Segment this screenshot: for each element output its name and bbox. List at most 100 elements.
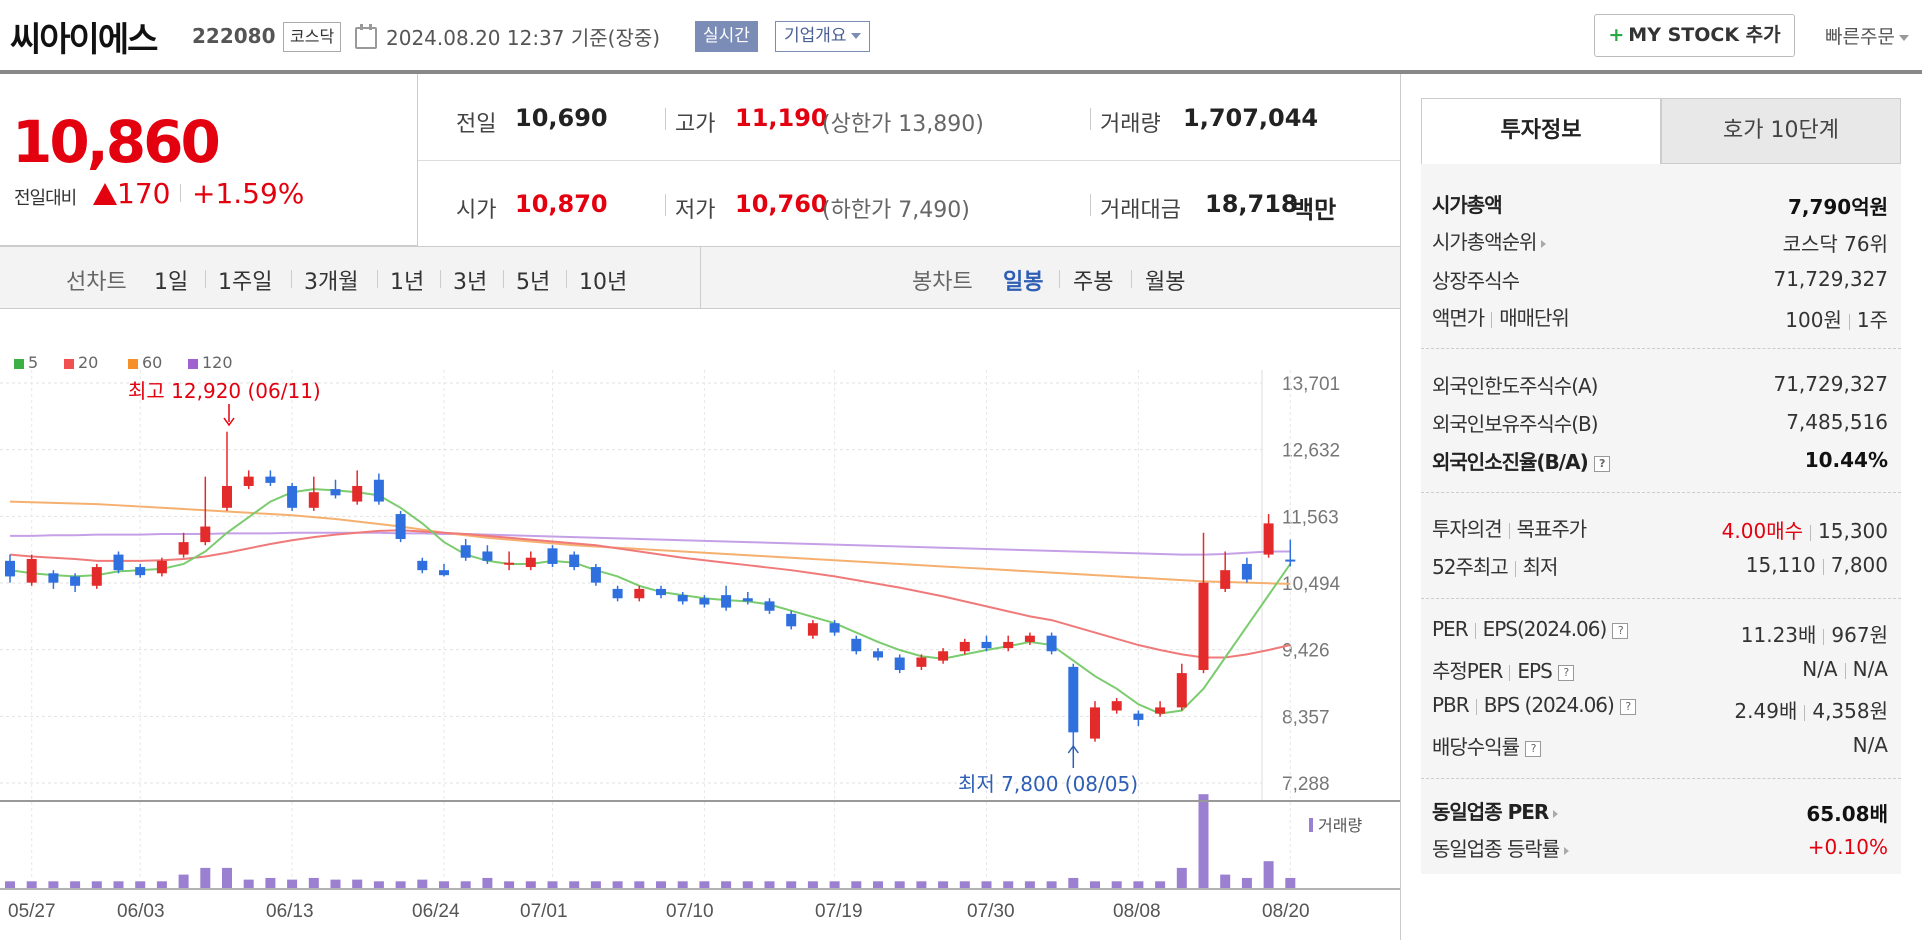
tab-10year[interactable]: 10년	[579, 270, 628, 295]
cap-rank-link[interactable]: 시가총액순위	[1432, 226, 1547, 255]
candle-body	[265, 476, 276, 483]
candle-body	[525, 557, 536, 568]
divider	[377, 270, 378, 288]
candle-body	[1220, 570, 1231, 589]
shares-value: 71,729,327	[1773, 267, 1888, 291]
x-tick-label: 07/01	[520, 901, 568, 922]
y-tick-label: 9,426	[1282, 641, 1330, 662]
add-mystock-button[interactable]: + MY STOCK 추가	[1594, 14, 1795, 57]
candle-body	[373, 479, 384, 502]
help-icon[interactable]: ?	[1612, 622, 1629, 639]
quote-datetime: 2024.08.20 12:37 기준(장중)	[386, 26, 661, 50]
est-per-value: N/A	[1802, 657, 1838, 681]
tab-invest-info[interactable]: 투자정보	[1421, 98, 1661, 164]
tab-5year[interactable]: 5년	[516, 270, 551, 295]
volume-bar	[308, 877, 319, 888]
legend-label: 60	[142, 353, 163, 372]
eps-label: EPS(2024.06)	[1482, 617, 1608, 641]
candle-body	[721, 595, 732, 608]
volume-bar	[439, 881, 449, 888]
w52-low-label: 최저	[1522, 555, 1559, 579]
tab-daily[interactable]: 일봉	[1003, 270, 1044, 295]
candle-body	[504, 562, 515, 565]
volume-bar	[200, 867, 211, 888]
tab-monthly[interactable]: 월봉	[1145, 270, 1186, 295]
candle-body	[764, 601, 775, 611]
volume-bar	[1003, 881, 1014, 888]
candle-body	[330, 489, 341, 496]
market-cap-label: 시가총액	[1432, 193, 1503, 217]
par-value: 100원	[1785, 308, 1842, 332]
pbr-value: 2.49배	[1734, 699, 1798, 723]
tab-weekly[interactable]: 주봉	[1073, 270, 1114, 295]
stock-code: 222080	[192, 24, 276, 48]
ind-per-link[interactable]: 동일업종 PER	[1432, 796, 1559, 825]
price-chart[interactable]: 13,701 12,632 11,563 10,494 9,426 8,357 7,288 최…	[0, 370, 1400, 940]
volume-bar	[1024, 881, 1035, 888]
tab-1week[interactable]: 1주일	[218, 270, 273, 295]
divider	[1090, 108, 1091, 130]
bps-label: BPS (2024.06)	[1483, 693, 1615, 717]
divider	[1090, 194, 1091, 216]
tab-orderbook[interactable]: 호가 10단계	[1661, 98, 1901, 164]
quick-order-dropdown[interactable]: 빠른주문	[1825, 22, 1909, 49]
per-value: 11.23배	[1740, 623, 1817, 647]
candle-body	[1241, 563, 1252, 580]
prev-close-label: 전일	[456, 112, 497, 137]
help-icon[interactable]: ?	[1525, 740, 1541, 757]
bps-value: 4,358원	[1812, 699, 1888, 723]
divider	[1509, 664, 1511, 681]
candle-body	[1198, 582, 1209, 670]
amount-value: 18,718	[1205, 190, 1298, 218]
price-panel	[0, 74, 418, 246]
ind-chg-link[interactable]: 동일업종 등락률	[1432, 833, 1570, 862]
divider	[205, 270, 206, 288]
invest-info-panel	[1421, 164, 1901, 874]
candle-body	[1155, 707, 1166, 714]
corp-info-dropdown[interactable]: 기업개요	[775, 21, 870, 52]
volume-bar	[330, 879, 341, 888]
volume-bar	[1263, 861, 1274, 888]
candle-body	[178, 542, 189, 555]
est-per-value-wrap: N/A N/A	[1802, 657, 1888, 681]
current-price: 10,860	[12, 108, 221, 176]
divider	[1491, 311, 1493, 328]
divider	[1131, 270, 1132, 288]
foreign-hold-value: 7,485,516	[1786, 410, 1888, 434]
up-triangle-icon	[93, 183, 117, 205]
help-icon[interactable]: ?	[1593, 455, 1610, 472]
volume-bar	[547, 881, 558, 888]
tab-3month[interactable]: 3개월	[304, 270, 359, 295]
candle-body	[287, 485, 298, 508]
volume-bar	[417, 879, 428, 888]
help-icon[interactable]: ?	[1619, 698, 1636, 715]
tab-1year[interactable]: 1년	[390, 270, 425, 295]
divider	[1421, 492, 1901, 493]
legend-ma5: 5	[14, 353, 38, 372]
candle-body	[482, 551, 493, 561]
ind-per-value: 65.08배	[1806, 802, 1888, 826]
help-icon[interactable]: ?	[1557, 664, 1574, 681]
pbr-bps-value: 2.49배 4,358원	[1734, 695, 1888, 724]
x-tick-label: 08/08	[1113, 901, 1161, 922]
ind-per-label: 동일업종 PER	[1432, 800, 1549, 824]
divider	[503, 270, 504, 288]
high-arrow-head	[223, 417, 235, 427]
divider	[1844, 662, 1846, 679]
opinion-target-value: 4.00매수 15,300	[1722, 515, 1888, 544]
ma20-line	[9, 529, 1291, 659]
volume-bar	[1090, 881, 1100, 888]
foreign-limit-label: 외국인한도주식수(A)	[1432, 374, 1598, 398]
candle-body	[352, 485, 363, 502]
w52-low-value: 7,800	[1830, 553, 1888, 577]
tab-1day[interactable]: 1일	[154, 270, 189, 295]
volume-label: 거래량	[1100, 112, 1161, 137]
volume-bar	[287, 879, 298, 888]
divider	[180, 184, 181, 202]
realtime-button[interactable]: 실시간	[695, 21, 758, 52]
volume-bar	[265, 877, 276, 888]
volume-bar	[1155, 881, 1166, 888]
tab-3year[interactable]: 3년	[453, 270, 488, 295]
volume-bar	[851, 881, 862, 888]
par-unit-label: 액면가 매매단위	[1432, 302, 1570, 331]
